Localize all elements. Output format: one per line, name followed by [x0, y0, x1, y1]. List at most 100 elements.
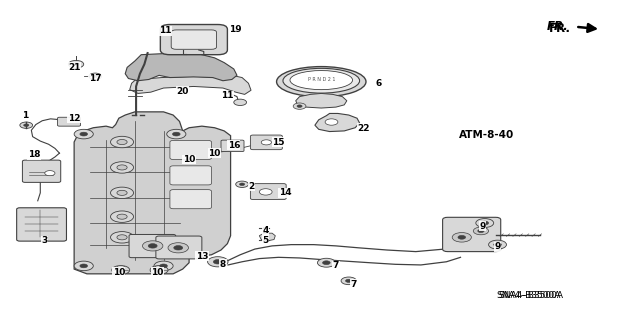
Text: SNA4-B3500A: SNA4-B3500A	[499, 291, 561, 300]
Circle shape	[488, 240, 506, 249]
Text: 9: 9	[494, 242, 500, 251]
FancyBboxPatch shape	[221, 140, 244, 152]
Text: FR.: FR.	[547, 20, 568, 33]
FancyBboxPatch shape	[17, 208, 67, 241]
Circle shape	[117, 268, 125, 272]
Polygon shape	[130, 75, 251, 94]
Text: 6: 6	[376, 79, 382, 88]
Circle shape	[111, 162, 134, 173]
Circle shape	[207, 257, 228, 267]
Circle shape	[89, 73, 102, 79]
Circle shape	[458, 235, 466, 239]
Circle shape	[477, 229, 484, 233]
Circle shape	[111, 211, 134, 222]
Text: P R N D 2 1: P R N D 2 1	[308, 77, 335, 82]
Text: 14: 14	[278, 188, 291, 197]
Circle shape	[111, 232, 134, 243]
Circle shape	[346, 279, 352, 282]
Circle shape	[173, 132, 180, 136]
Circle shape	[112, 266, 130, 274]
Ellipse shape	[283, 68, 360, 93]
Circle shape	[481, 221, 488, 225]
Circle shape	[341, 277, 356, 285]
Text: FR.: FR.	[548, 22, 571, 35]
Circle shape	[173, 246, 182, 250]
FancyBboxPatch shape	[443, 217, 500, 252]
FancyBboxPatch shape	[161, 25, 227, 55]
FancyBboxPatch shape	[58, 117, 81, 126]
Circle shape	[476, 219, 493, 227]
Text: 21: 21	[68, 63, 81, 72]
Text: SNA4−B3500A: SNA4−B3500A	[496, 291, 563, 300]
Circle shape	[259, 189, 272, 195]
Polygon shape	[125, 53, 237, 81]
Circle shape	[293, 103, 306, 109]
Circle shape	[74, 129, 93, 139]
Circle shape	[117, 235, 127, 240]
Circle shape	[73, 63, 79, 66]
Circle shape	[297, 105, 302, 108]
Text: 7: 7	[350, 279, 356, 288]
Circle shape	[68, 60, 84, 68]
FancyBboxPatch shape	[170, 166, 211, 185]
Text: 18: 18	[28, 150, 40, 159]
Circle shape	[323, 261, 330, 265]
Circle shape	[236, 181, 248, 188]
Polygon shape	[259, 233, 275, 241]
Circle shape	[74, 261, 93, 271]
Circle shape	[150, 266, 168, 274]
Circle shape	[93, 75, 98, 78]
Circle shape	[160, 264, 168, 268]
Circle shape	[117, 214, 127, 219]
Text: 7: 7	[333, 261, 339, 271]
Circle shape	[148, 244, 157, 248]
FancyBboxPatch shape	[172, 30, 216, 49]
FancyBboxPatch shape	[250, 135, 282, 150]
Text: 16: 16	[228, 141, 240, 150]
Text: 15: 15	[272, 137, 285, 146]
FancyBboxPatch shape	[170, 140, 211, 160]
Text: 1: 1	[22, 111, 28, 120]
Ellipse shape	[276, 67, 366, 97]
Circle shape	[473, 227, 488, 235]
Text: 9: 9	[479, 222, 486, 231]
Circle shape	[168, 243, 188, 253]
Polygon shape	[315, 114, 360, 131]
Circle shape	[117, 190, 127, 196]
Circle shape	[45, 171, 55, 176]
FancyBboxPatch shape	[250, 184, 286, 199]
Text: ATM-8-40: ATM-8-40	[460, 130, 515, 140]
Text: 12: 12	[68, 114, 81, 123]
Circle shape	[111, 136, 134, 148]
Text: 10: 10	[209, 149, 221, 158]
Text: 4: 4	[262, 226, 269, 235]
Text: 2: 2	[248, 182, 255, 191]
Circle shape	[117, 165, 127, 170]
Text: 11: 11	[159, 26, 172, 35]
Circle shape	[80, 132, 88, 136]
Circle shape	[317, 258, 335, 267]
Circle shape	[452, 233, 471, 242]
Ellipse shape	[290, 70, 353, 90]
Circle shape	[234, 99, 246, 106]
Text: 20: 20	[177, 87, 189, 96]
Circle shape	[156, 268, 163, 272]
Text: 11: 11	[221, 92, 234, 100]
Text: 5: 5	[262, 236, 269, 245]
FancyBboxPatch shape	[129, 234, 175, 258]
Circle shape	[143, 241, 163, 251]
Polygon shape	[74, 112, 230, 274]
Text: 8: 8	[220, 260, 226, 269]
Circle shape	[261, 140, 271, 145]
Circle shape	[20, 122, 33, 128]
Circle shape	[24, 124, 29, 126]
Polygon shape	[296, 93, 347, 108]
Circle shape	[493, 243, 501, 247]
Circle shape	[80, 264, 88, 268]
Text: 10: 10	[113, 268, 125, 277]
FancyBboxPatch shape	[170, 190, 211, 209]
Circle shape	[167, 129, 186, 139]
Circle shape	[154, 261, 173, 271]
Circle shape	[111, 187, 134, 198]
Text: 17: 17	[89, 74, 102, 83]
